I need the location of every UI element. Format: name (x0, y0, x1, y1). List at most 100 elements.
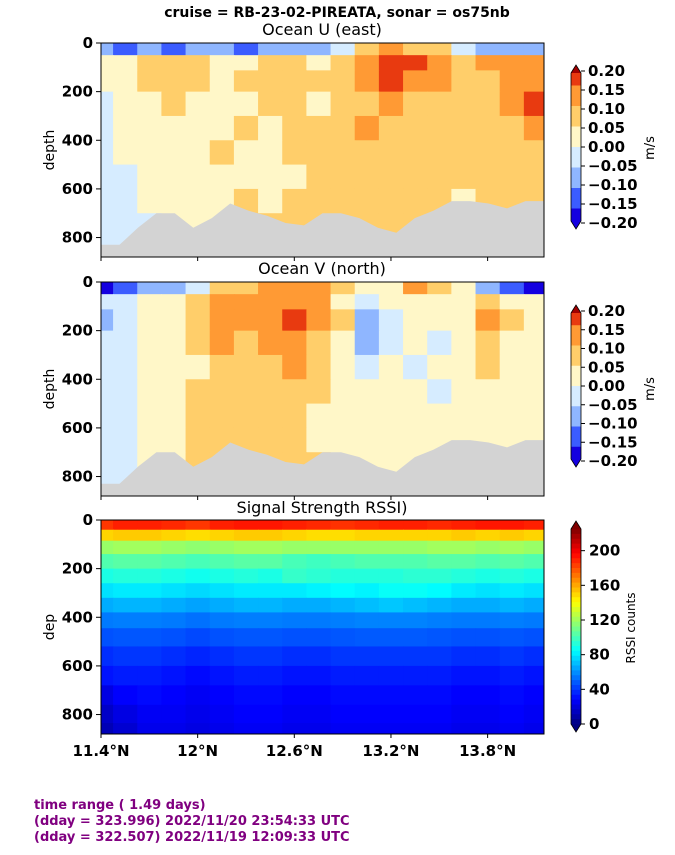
ocean-u-cell (451, 70, 477, 93)
ocean-u-cell (137, 91, 163, 117)
ocean-u-axes-frame (100, 42, 545, 258)
rssi-cell (306, 723, 332, 734)
rssi-cell (354, 723, 380, 734)
colorbar-segment (571, 626, 581, 632)
rssi-cell (499, 529, 525, 542)
rssi-cell (233, 540, 259, 555)
rssi-cell (233, 628, 259, 648)
rssi-cell (403, 568, 428, 584)
ocean-u-cell (475, 164, 501, 190)
rssi-cell (282, 540, 307, 555)
ocean-v-cell (403, 379, 428, 405)
rssi-cell (475, 568, 501, 584)
colorbar-segment (571, 85, 581, 107)
rssi-cell (378, 568, 404, 584)
colorbar-outline (570, 304, 582, 468)
rssi-cell (475, 520, 501, 531)
ocean-u-cell (378, 188, 404, 214)
rssi-cell (499, 597, 525, 614)
rssi-cell (451, 540, 477, 555)
rssi-cell (451, 723, 477, 734)
rssi-cell (258, 685, 283, 706)
colorbar-segment (571, 446, 581, 460)
colorbar-tick-label: 0.05 (588, 358, 625, 376)
ocean-u-cell (523, 115, 544, 141)
rssi-cell (258, 529, 283, 542)
rssi-cell (475, 554, 501, 570)
colorbar-top-cap (571, 65, 581, 73)
rssi-cell (427, 529, 452, 542)
rssi-cell (427, 685, 452, 706)
rssi-cell (499, 540, 525, 555)
ocean-u-cell (451, 115, 477, 141)
rssi-cell (185, 568, 211, 584)
ocean-v-cell (258, 403, 283, 429)
x-tick-label: 13.8°N (459, 742, 516, 760)
rssi-cell (475, 646, 501, 667)
ocean-u-cell (233, 43, 259, 56)
ocean-u-cell (185, 91, 211, 117)
ocean-v-cell (161, 403, 187, 429)
ocean-v-cell (258, 427, 283, 453)
ocean-u-cell (282, 140, 307, 166)
rssi-cell (161, 665, 187, 686)
colorbar-segment (571, 665, 581, 671)
rssi-cell (282, 628, 307, 648)
rssi-cell (475, 628, 501, 648)
ocean-v-axes-frame (100, 281, 545, 497)
rssi-cell (523, 646, 544, 667)
rssi-heatmap (101, 520, 544, 734)
ocean-v-cell (137, 379, 163, 405)
rssi-cell (378, 704, 404, 724)
rssi-cell (137, 685, 163, 706)
colorbar-tick-label: 0.20 (588, 302, 625, 320)
ocean-u-cell (403, 115, 428, 141)
rssi-cell (113, 554, 138, 570)
ocean-v-cell (523, 379, 544, 405)
ocean-u-cell (113, 91, 138, 117)
rssi-cell (113, 568, 138, 584)
rssi-cell (499, 704, 525, 724)
rssi-cell (185, 520, 211, 531)
ocean-u-cell (499, 55, 525, 71)
rssi-cell (523, 520, 544, 531)
colorbar-segment (571, 538, 581, 545)
ocean-v-cell (137, 294, 163, 310)
rssi-cell (475, 612, 501, 629)
ocean-v-cell (209, 309, 235, 332)
ocean-v-cell (258, 330, 283, 356)
ocean-u-cell (451, 91, 477, 117)
rssi-cell (282, 704, 307, 724)
rssi-cell (499, 665, 525, 686)
ocean-v-cell (209, 354, 235, 380)
ocean-u-cell (282, 55, 307, 71)
rssi-cell (137, 583, 163, 599)
y-tick-label: 0 (83, 511, 93, 529)
colorbar-tick-label: 120 (589, 611, 620, 629)
rssi-cell (330, 612, 356, 629)
rssi-cell (209, 646, 235, 667)
rssi-cell (161, 540, 187, 555)
ocean-u-cell (475, 140, 501, 166)
rssi-cell (113, 529, 138, 542)
ocean-v-cell (354, 282, 380, 295)
rssi-cell (451, 529, 477, 542)
ocean-u-x-ticks (100, 257, 489, 261)
colorbar-tick-label: 200 (589, 542, 620, 560)
ocean-v-cell (209, 294, 235, 310)
colorbar-top-cap (571, 521, 581, 529)
rssi-cell (101, 540, 114, 555)
ocean-v-cell (475, 403, 501, 429)
ocean-v-cell (113, 427, 138, 453)
rssi-cell (101, 529, 114, 542)
ocean-v-cell (161, 354, 187, 380)
rssi-cell (306, 540, 332, 555)
colorbar-segment (571, 543, 581, 550)
ocean-v-cell (306, 330, 332, 356)
rssi-cell (499, 628, 525, 648)
colorbar-segment (571, 325, 581, 346)
ocean-v-cell (306, 403, 332, 429)
rssi-cell (523, 529, 544, 542)
colorbar-segment (571, 577, 581, 584)
rssi-cell (330, 583, 356, 599)
